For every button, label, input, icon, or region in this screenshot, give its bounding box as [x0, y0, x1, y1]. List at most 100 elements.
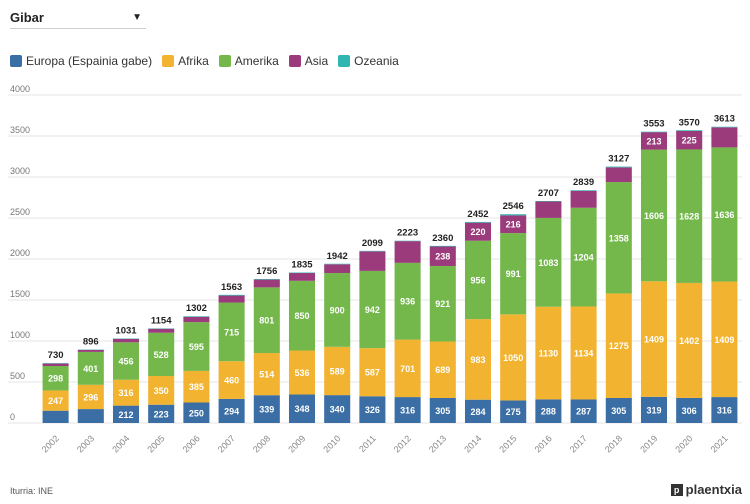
legend-label-ozeania: Ozeania: [354, 54, 399, 68]
data-label-amerika: 921: [435, 299, 450, 309]
bar-segment-asia: [324, 264, 351, 274]
x-tick-label: 2016: [533, 433, 554, 454]
bar-segment-afrika: [570, 306, 597, 400]
legend-swatch-ozeania: [338, 55, 351, 67]
bar-segment-amerika: [288, 280, 316, 351]
region-select[interactable]: Gibar ▼: [10, 6, 146, 29]
data-label-afrika: 587: [365, 368, 380, 378]
legend-item-asia[interactable]: Asia: [288, 54, 328, 68]
x-tick-label: 2021: [709, 433, 730, 454]
data-label-afrika: 247: [48, 396, 63, 406]
bar-segment-afrika: [711, 281, 738, 398]
bar-segment-afrika: [288, 350, 316, 395]
data-label-amerika: 298: [48, 374, 63, 384]
bar-segment-afrika: [359, 348, 386, 397]
x-tick-label: 2011: [357, 433, 378, 454]
total-label: 1031: [115, 325, 137, 336]
x-tick-label: 2007: [216, 433, 237, 454]
data-label-amerika: 595: [189, 342, 204, 352]
total-label: 3127: [608, 154, 629, 165]
bar-segment-amerika: [605, 182, 632, 294]
logo-text: plaentxia: [685, 482, 742, 497]
stacked-bar-chart: 0 500 1000 1500 2000 2500 3000 3500 4000 247 298 73…: [8, 84, 742, 455]
legend-swatch-afrika: [162, 55, 175, 67]
bar-segment-afrika: [676, 282, 703, 398]
data-label-afrika: 1134: [574, 348, 594, 358]
legend-item-afrika[interactable]: Afrika: [162, 54, 209, 68]
data-label-europa: 339: [259, 405, 274, 415]
y-tick-label: 4000: [10, 84, 30, 94]
bar-segment-afrika: [394, 339, 421, 398]
data-label-asia: 220: [470, 227, 485, 237]
data-label-amerika: 801: [259, 316, 274, 326]
data-label-asia: 216: [506, 220, 521, 230]
data-label-europa: 348: [294, 404, 309, 414]
legend-swatch-amerika: [218, 55, 231, 67]
x-tick-label: 2006: [181, 433, 202, 454]
data-label-afrika: 1130: [539, 349, 559, 359]
bar-segment-amerika: [183, 322, 210, 371]
x-tick-label: 2013: [427, 433, 448, 454]
data-label-amerika: 942: [365, 305, 380, 315]
legend-item-ozeania[interactable]: Ozeania: [338, 54, 399, 68]
bar-segment-afrika: [77, 384, 104, 410]
data-label-europa: 340: [330, 405, 345, 415]
bar-segment-amerika: [112, 342, 140, 380]
legend-label-europa: Europa (Espainia gabe): [26, 54, 153, 68]
data-label-europa: 275: [506, 407, 521, 417]
bar-segment-asia: [570, 190, 597, 208]
data-label-amerika: 850: [294, 311, 309, 321]
data-label-europa: 306: [682, 406, 697, 416]
data-label-amerika: 956: [470, 275, 485, 285]
bar-segment-ozeania: [464, 221, 492, 223]
data-label-asia: 225: [682, 136, 697, 146]
bar-segment-amerika: [640, 149, 668, 282]
bar-segment-afrika: [429, 341, 456, 398]
legend-item-amerika[interactable]: Amerika: [218, 54, 279, 68]
bar-segment-asia: [429, 246, 456, 266]
total-label: 2099: [362, 238, 383, 249]
chevron-down-icon[interactable]: ▼: [132, 11, 142, 23]
bar-segment-europa: [288, 394, 316, 423]
data-label-afrika: 1275: [609, 341, 629, 351]
total-label: 1756: [256, 266, 277, 277]
bar-segment-europa: [148, 404, 175, 423]
bar-segment-afrika: [640, 281, 668, 397]
x-tick-label: 2014: [462, 433, 483, 454]
x-tick-label: 2017: [568, 433, 589, 454]
x-tick-label: 2019: [638, 433, 659, 454]
bar-segment-europa: [112, 405, 140, 423]
bar-segment-ozeania: [253, 279, 280, 280]
bar-segment-europa: [42, 410, 69, 423]
x-tick-label: 2008: [251, 433, 272, 454]
data-label-europa: 212: [118, 410, 133, 420]
bar-segment-amerika: [500, 233, 527, 315]
y-tick-label: 2500: [10, 207, 30, 217]
data-label-afrika: 1050: [503, 353, 523, 363]
bar-segment-asia: [640, 132, 668, 150]
data-label-europa: 223: [154, 409, 169, 419]
data-label-amerika: 1636: [714, 210, 734, 220]
data-label-europa: 316: [717, 406, 732, 416]
data-label-amerika: 1628: [679, 212, 699, 222]
total-label: 1942: [327, 251, 348, 262]
bar-segment-afrika: [42, 390, 69, 411]
bar-segment-asia: [42, 363, 69, 367]
bar-segment-amerika: [711, 147, 738, 282]
data-label-afrika: 1409: [714, 335, 734, 345]
data-label-asia: 238: [435, 252, 450, 262]
legend-item-europa[interactable]: Europa (Espainia gabe): [10, 54, 152, 68]
bar-segment-asia: [288, 273, 316, 281]
bar-segment-europa: [570, 399, 597, 423]
y-tick-label: 1500: [10, 289, 30, 299]
legend-label-amerika: Amerika: [234, 54, 279, 68]
bar-segment-afrika: [605, 293, 632, 398]
bar-segment-europa: [640, 396, 668, 423]
bar-segment-asia: [711, 127, 738, 148]
total-label: 2707: [538, 188, 559, 199]
bar-segment-asia: [112, 338, 140, 343]
x-tick-label: 2015: [497, 433, 518, 454]
bar-segment-amerika: [570, 207, 597, 307]
data-label-afrika: 589: [330, 366, 345, 376]
data-label-amerika: 936: [400, 297, 415, 307]
